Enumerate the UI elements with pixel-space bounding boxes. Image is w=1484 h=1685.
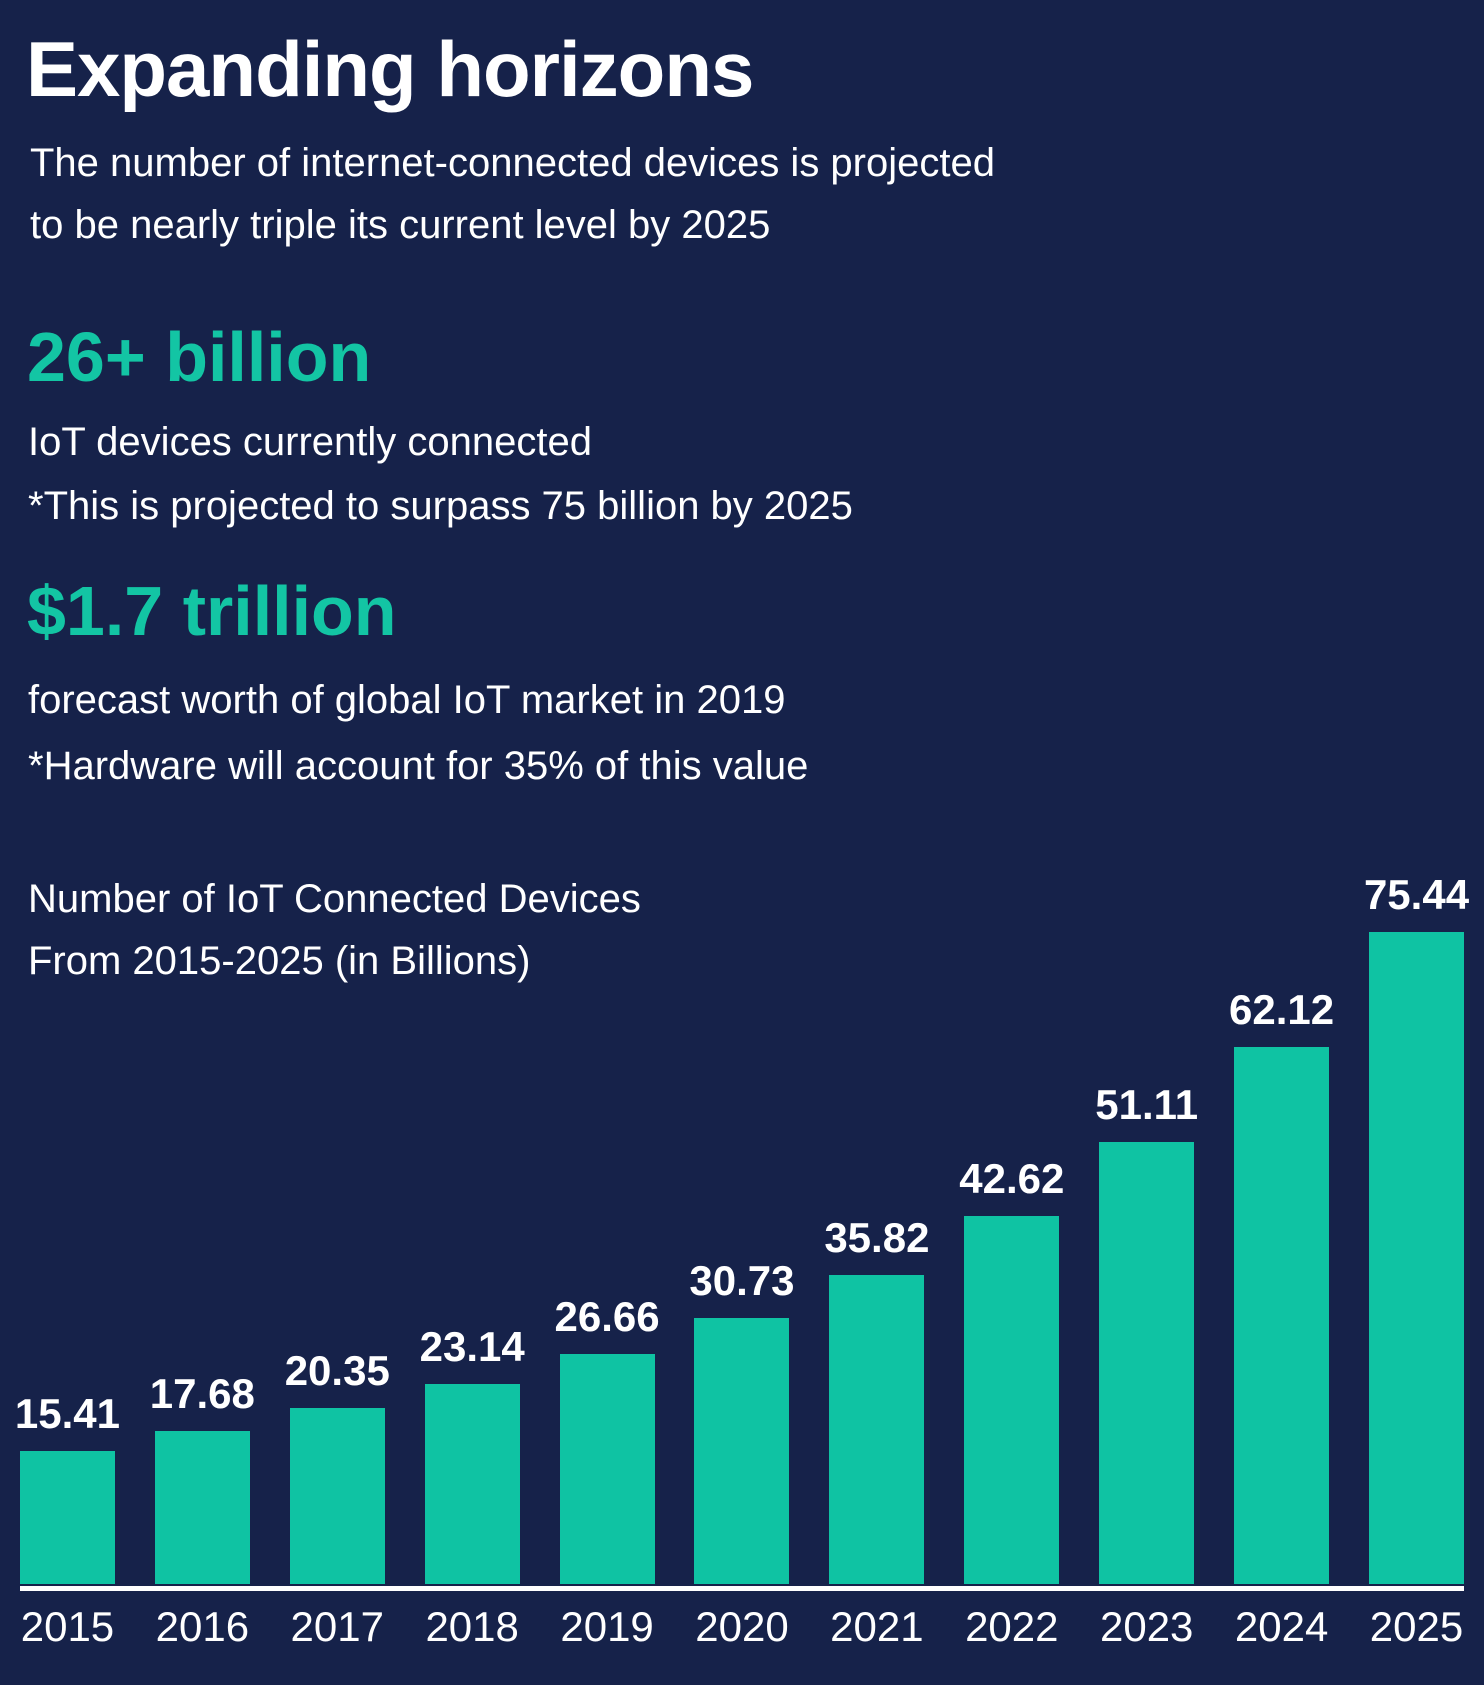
bar-value-label-2023: 51.11 <box>1095 1081 1199 1128</box>
x-axis-tick-2020: 2020 <box>695 1603 789 1650</box>
bar-2018 <box>424 1384 520 1584</box>
bar-value-label-2020: 30.73 <box>689 1257 795 1304</box>
x-axis-tick-2022: 2022 <box>965 1603 1059 1650</box>
chart-title: Number of IoT Connected Devices From 201… <box>28 868 641 992</box>
bar-2017 <box>289 1408 385 1584</box>
x-axis-tick-labels: 2015 2016 2017 2018 2019 2020 2021 2022 2023 2024… <box>0 1606 1484 1648</box>
x-axis-line <box>20 1586 1464 1591</box>
bar-2024 <box>1234 1047 1330 1584</box>
bar-column-2020: 30.73 <box>675 1257 810 1584</box>
stat-market-value: $1.7 trillion <box>27 572 397 650</box>
chart-title-line-1: Number of IoT Connected Devices <box>28 877 641 921</box>
x-axis-tick-2018: 2018 <box>425 1603 519 1650</box>
bar-2015 <box>19 1451 115 1584</box>
page-subtitle-line-2: to be nearly triple its current level by… <box>30 203 771 247</box>
bar-2016 <box>154 1431 250 1584</box>
bar-column-2022: 42.62 <box>944 1155 1079 1584</box>
bar-value-label-2019: 26.66 <box>554 1293 660 1340</box>
bar-2020 <box>694 1318 790 1584</box>
x-axis-tick-2021: 2021 <box>830 1603 924 1650</box>
bar-column-2019: 26.66 <box>540 1293 675 1584</box>
bar-column-2025: 75.44 <box>1349 871 1484 1584</box>
bar-column-2024: 62.12 <box>1214 986 1349 1584</box>
bar-column-2015: 15.41 <box>0 1390 135 1584</box>
bar-value-label-2015: 15.41 <box>14 1390 120 1437</box>
bar-2025 <box>1369 932 1465 1584</box>
bar-value-label-2021: 35.82 <box>824 1214 930 1261</box>
bar-2022 <box>964 1216 1060 1584</box>
bar-value-label-2017: 20.35 <box>284 1347 390 1394</box>
page-title: Expanding horizons <box>26 25 754 113</box>
x-axis-tick-2019: 2019 <box>560 1603 654 1650</box>
stat-devices-footnote: *This is projected to surpass 75 billion… <box>28 484 853 528</box>
bar-column-2017: 20.35 <box>270 1347 405 1584</box>
x-axis-tick-2025: 2025 <box>1369 1603 1464 1650</box>
x-axis-tick-2016: 2016 <box>155 1603 250 1650</box>
stat-market-description: forecast worth of global IoT market in 2… <box>28 678 786 722</box>
x-axis-tick-2024: 2024 <box>1234 1603 1329 1650</box>
page-subtitle-line-1: The number of internet-connected devices… <box>30 141 995 185</box>
bar-2023 <box>1099 1142 1195 1584</box>
bar-value-label-2022: 42.62 <box>959 1155 1065 1202</box>
bar-value-label-2025: 75.44 <box>1363 871 1470 918</box>
x-axis-tick-2023: 2023 <box>1099 1603 1194 1650</box>
bar-chart-plot-area: 15.41 17.68 20.35 23.14 26.66 30.73 35.82 42.62… <box>0 854 1484 1584</box>
bar-column-2018: 23.14 <box>405 1323 540 1584</box>
bar-value-label-2016: 17.68 <box>149 1370 255 1417</box>
bar-2019 <box>559 1354 655 1584</box>
bar-column-2021: 35.82 <box>809 1214 944 1584</box>
chart-title-line-2: From 2015-2025 (in Billions) <box>28 939 531 983</box>
bar-value-label-2018: 23.14 <box>419 1323 525 1370</box>
stat-devices-description: IoT devices currently connected <box>28 420 593 464</box>
x-axis-tick-2017: 2017 <box>290 1603 384 1650</box>
stat-market-footnote: *Hardware will account for 35% of this v… <box>28 744 809 788</box>
x-axis-tick-2015: 2015 <box>20 1603 115 1650</box>
stat-devices-value: 26+ billion <box>27 318 372 396</box>
page-subtitle: The number of internet-connected devices… <box>30 132 995 256</box>
bar-column-2016: 17.68 <box>135 1370 270 1584</box>
bar-column-2023: 51.11 <box>1079 1081 1214 1584</box>
bar-value-label-2024: 62.12 <box>1229 986 1335 1033</box>
bar-2021 <box>829 1275 925 1584</box>
